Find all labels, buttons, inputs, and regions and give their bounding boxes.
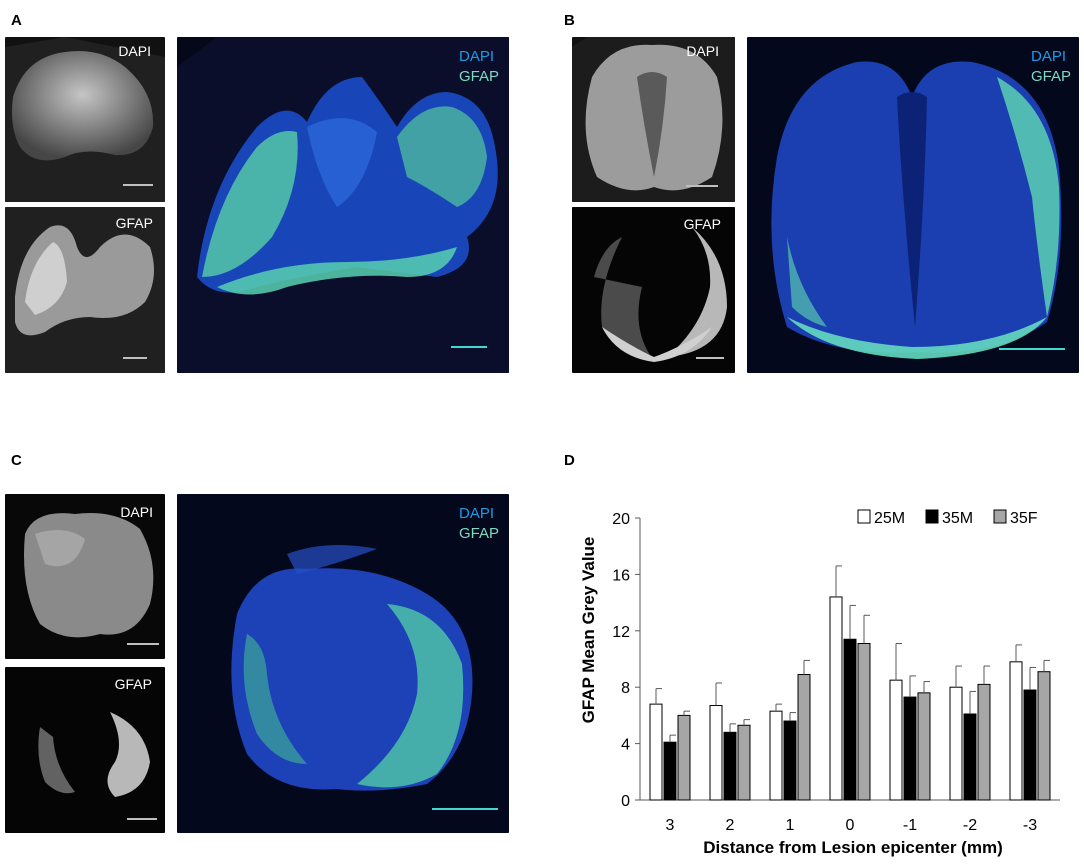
- legend-label-35M: 35M: [942, 510, 973, 527]
- panel-letter-b: B: [564, 12, 575, 29]
- bar-35F-2: [737, 724, 751, 801]
- x-tick-label: 2: [726, 817, 735, 834]
- x-tick-label: 3: [666, 817, 675, 834]
- bar-35M-0: [843, 638, 857, 801]
- bar-35F-3: [677, 714, 691, 801]
- bar-25M-2: [709, 705, 723, 801]
- panel-c-gfap-scalebar: [127, 818, 157, 820]
- panel-a-gfap-scalebar: [123, 357, 147, 359]
- panel-a-merge-scalebar: [451, 346, 487, 348]
- legend-swatch-35F: [993, 509, 1007, 524]
- panel-b-gfap-label: GFAP: [683, 216, 721, 232]
- panel-letter-c: C: [11, 452, 22, 469]
- bar-35F--2: [977, 683, 991, 801]
- panel-b-merge-label-dapi: DAPI: [1031, 48, 1067, 65]
- y-tick-label: 4: [621, 737, 630, 754]
- panel-b-dapi-scalebar: [686, 185, 718, 187]
- panel-a-dapi-image: DAPI: [5, 37, 165, 202]
- panel-b-merge-image: DAPI GFAP: [747, 37, 1079, 373]
- x-axis-title: Distance from Lesion epicenter (mm): [703, 838, 1002, 857]
- y-tick-label: 8: [621, 680, 630, 697]
- bar-25M--2: [949, 686, 963, 801]
- bar-35F-0: [857, 642, 871, 801]
- bar-25M-1: [769, 710, 783, 801]
- panel-c-merge-scalebar: [432, 808, 498, 810]
- bar-35F--1: [917, 692, 931, 801]
- panel-c-merge-image: DAPI GFAP: [177, 494, 509, 833]
- bar-35M--3: [1023, 689, 1037, 801]
- panel-c-gfap-image: GFAP: [5, 667, 165, 833]
- bar-35M-1: [783, 720, 797, 801]
- bar-35M--1: [903, 696, 917, 801]
- gfap-bar-chart: GFAP Mean Grey Value Distance from Lesio…: [579, 509, 1060, 857]
- bar-25M-0: [829, 596, 843, 801]
- panel-a-gfap-image: GFAP: [5, 207, 165, 373]
- bar-35F-1: [797, 674, 811, 801]
- panel-b-merge-scalebar: [999, 348, 1065, 350]
- bar-35M-2: [723, 731, 737, 801]
- panel-b-gfap-image: GFAP: [572, 207, 735, 373]
- legend-label-35F: 35F: [1010, 510, 1038, 527]
- panel-a-merge-image: DAPI GFAP: [177, 37, 509, 373]
- panel-letter-d: D: [564, 452, 575, 469]
- panel-c-dapi-scalebar: [127, 643, 159, 645]
- panel-c-gfap-label: GFAP: [114, 676, 152, 692]
- panel-letter-a: A: [11, 12, 22, 29]
- x-tick-label: -3: [1023, 817, 1037, 834]
- y-tick-label: 20: [612, 511, 630, 528]
- bar-25M--3: [1009, 661, 1023, 801]
- y-tick-label: 12: [612, 624, 630, 641]
- bar-35M-3: [663, 741, 677, 801]
- panel-b-dapi-image: DAPI: [572, 37, 735, 202]
- panel-a-dapi-label: DAPI: [118, 43, 151, 59]
- y-tick-label: 0: [621, 793, 630, 810]
- x-tick-label: -1: [903, 817, 917, 834]
- y-tick-label: 16: [612, 567, 630, 584]
- panel-b-gfap-scalebar: [696, 357, 724, 359]
- legend-swatch-35M: [925, 509, 939, 524]
- panel-b-merge-label-gfap: GFAP: [1031, 68, 1072, 85]
- bar-35F--3: [1037, 671, 1051, 801]
- panel-c-merge-label-dapi: DAPI: [459, 505, 495, 522]
- panel-a-dapi-scalebar: [123, 184, 153, 186]
- panel-a-merge-label-gfap: GFAP: [459, 68, 500, 85]
- legend-swatch-25M: [857, 509, 871, 524]
- x-tick-label: 0: [846, 817, 855, 834]
- panel-a-gfap-label: GFAP: [115, 215, 153, 231]
- y-axis-title: GFAP Mean Grey Value: [579, 537, 598, 724]
- panel-c-dapi-image: DAPI: [5, 494, 165, 659]
- bar-25M--1: [889, 679, 903, 801]
- panel-b-dapi-label: DAPI: [686, 43, 719, 59]
- panel-a-merge-label-dapi: DAPI: [459, 48, 495, 65]
- x-tick-label: 1: [786, 817, 795, 834]
- bar-25M-3: [649, 703, 663, 801]
- x-tick-label: -2: [963, 817, 977, 834]
- legend-label-25M: 25M: [874, 510, 905, 527]
- panel-c-dapi-label: DAPI: [120, 504, 153, 520]
- panel-c-merge-label-gfap: GFAP: [459, 525, 500, 542]
- bar-35M--2: [963, 713, 977, 801]
